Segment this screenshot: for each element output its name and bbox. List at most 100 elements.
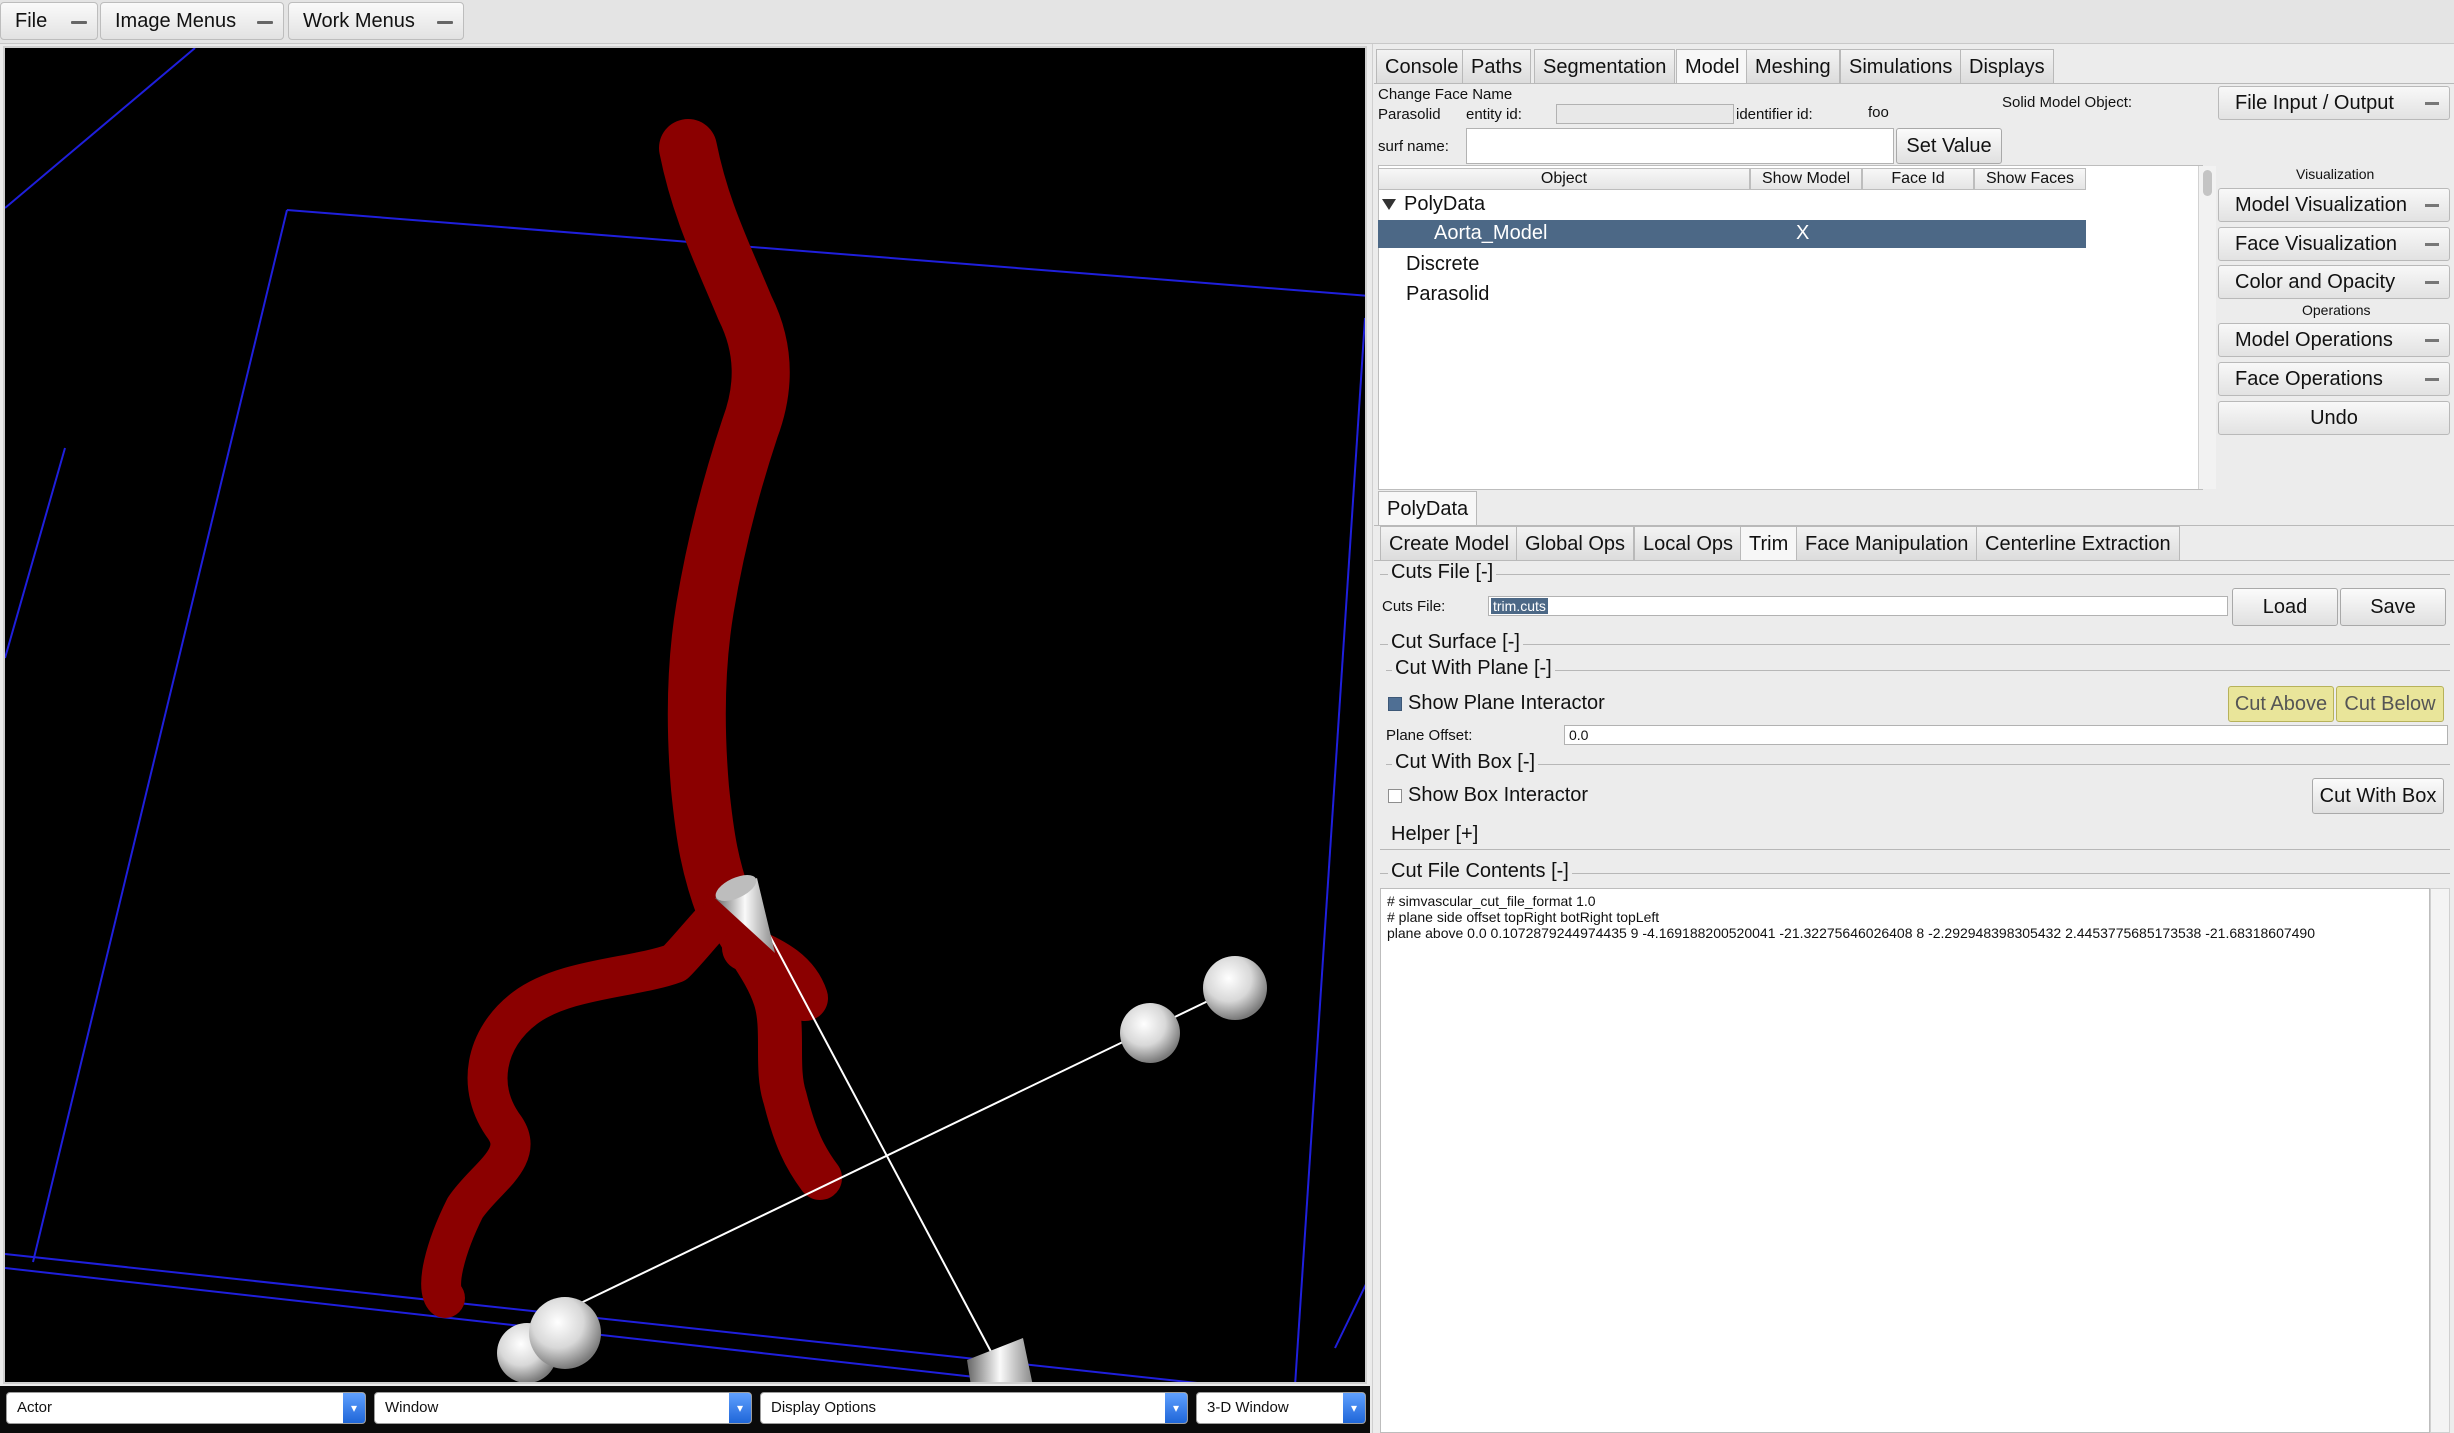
tab-model[interactable]: Model — [1676, 49, 1749, 83]
tabs-divider — [1374, 83, 2454, 84]
section-divider — [1386, 670, 2450, 671]
face-operations-button[interactable]: Face Operations — [2218, 362, 2450, 396]
tree-row-aorta-model[interactable]: Aorta_Model X — [1378, 220, 2086, 248]
model-operations-label: Model Operations — [2235, 329, 2393, 351]
face-visualization-button[interactable]: Face Visualization — [2218, 227, 2450, 261]
face-visualization-label: Face Visualization — [2235, 233, 2397, 255]
undo-button[interactable]: Undo — [2218, 401, 2450, 435]
tab-face-manipulation[interactable]: Face Manipulation — [1796, 526, 1978, 560]
cut-with-plane-section-header[interactable]: Cut With Plane [-] — [1392, 657, 1555, 680]
set-value-button[interactable]: Set Value — [1896, 128, 2002, 164]
cuts-file-section-header[interactable]: Cuts File [-] — [1388, 561, 1497, 584]
model-visualization-button[interactable]: Model Visualization — [2218, 188, 2450, 222]
show-plane-interactor-label: Show Plane Interactor — [1408, 692, 1605, 714]
contents-line: # simvascular_cut_file_format 1.0 — [1387, 893, 1596, 909]
tab-simulations[interactable]: Simulations — [1840, 49, 1962, 83]
section-divider — [1380, 644, 2450, 645]
tab-polydata[interactable]: PolyData — [1378, 491, 1478, 525]
tab-trim[interactable]: Trim — [1740, 526, 1798, 560]
image-menus-label: Image Menus — [115, 10, 237, 32]
cut-file-contents-textarea[interactable]: # simvascular_cut_file_format 1.0 # plan… — [1380, 888, 2430, 1433]
tab-centerline-extraction[interactable]: Centerline Extraction — [1976, 526, 2180, 560]
cone-handle[interactable] — [967, 1338, 1033, 1384]
tab-segmentation[interactable]: Segmentation — [1534, 49, 1676, 83]
parasolid-label: Parasolid — [1378, 106, 1441, 123]
triangle-down-icon[interactable] — [1382, 199, 1396, 211]
cut-surface-section-header[interactable]: Cut Surface [-] — [1388, 631, 1523, 654]
cut-above-button[interactable]: Cut Above — [2228, 686, 2334, 722]
contents-scrollbar[interactable] — [2430, 888, 2450, 1433]
column-header-show-model[interactable]: Show Model — [1750, 168, 1862, 190]
3d-scene — [5, 48, 1365, 1384]
actor-select[interactable]: Actor ▾ — [6, 1392, 366, 1424]
tree-row-discrete[interactable]: Discrete — [1406, 253, 1480, 275]
column-header-face-id[interactable]: Face Id — [1862, 168, 1974, 190]
sphere-handle[interactable] — [529, 1297, 601, 1369]
tab-local-ops[interactable]: Local Ops — [1634, 526, 1743, 560]
column-header-show-faces[interactable]: Show Faces — [1974, 168, 2086, 190]
chevron-down-icon: ▾ — [1165, 1393, 1187, 1423]
tree-scrollbar[interactable] — [2198, 166, 2216, 489]
plane-offset-input[interactable]: 0.0 — [1564, 725, 2448, 745]
work-menus-label: Work Menus — [303, 10, 415, 32]
cut-with-box-button[interactable]: Cut With Box — [2312, 778, 2444, 814]
file-menu-label: File — [15, 10, 48, 32]
display-options-select-value: Display Options — [771, 1399, 877, 1416]
display-options-select[interactable]: Display Options ▾ — [760, 1392, 1188, 1424]
tree-row-polydata[interactable]: PolyData — [1382, 193, 1485, 216]
menu-dash-icon — [257, 21, 273, 24]
cuts-file-input[interactable]: trim.cuts — [1488, 596, 2228, 616]
load-button[interactable]: Load — [2232, 588, 2338, 626]
sphere-handle[interactable] — [1203, 956, 1267, 1020]
tab-meshing[interactable]: Meshing — [1746, 49, 1840, 83]
chevron-down-icon: ▾ — [343, 1393, 365, 1423]
cone-handle[interactable] — [712, 870, 775, 953]
3d-viewport[interactable] — [3, 46, 1367, 1384]
image-menus-button[interactable]: Image Menus — [100, 2, 284, 40]
identifier-id-value: foo — [1868, 104, 1889, 121]
operations-header: Operations — [2302, 302, 2371, 318]
menu-bar: File Image Menus Work Menus — [0, 0, 2454, 44]
cut-file-contents-section-header[interactable]: Cut File Contents [-] — [1388, 860, 1572, 883]
plane-offset-label: Plane Offset: — [1386, 727, 1473, 744]
visualization-header: Visualization — [2296, 166, 2375, 182]
section-divider — [1380, 574, 2450, 575]
surf-name-input[interactable] — [1466, 128, 1894, 164]
menu-dash-icon — [2425, 281, 2439, 284]
file-menu-button[interactable]: File — [0, 2, 98, 40]
cuts-file-label: Cuts File: — [1382, 598, 1446, 615]
tree-scrollbar-thumb[interactable] — [2203, 170, 2212, 196]
color-opacity-button[interactable]: Color and Opacity — [2218, 265, 2450, 299]
contents-line: # plane side offset topRight botRight to… — [1387, 909, 1660, 925]
view-select-value: 3-D Window — [1207, 1399, 1289, 1416]
window-select[interactable]: Window ▾ — [374, 1392, 752, 1424]
model-tree — [1378, 165, 2203, 490]
sphere-handle[interactable] — [1120, 1003, 1180, 1063]
show-model-marker: X — [1796, 222, 1810, 244]
menu-dash-icon — [2425, 339, 2439, 342]
tab-paths[interactable]: Paths — [1462, 49, 1532, 83]
work-menus-button[interactable]: Work Menus — [288, 2, 464, 40]
tab-displays[interactable]: Displays — [1960, 49, 2054, 83]
file-input-output-button[interactable]: File Input / Output — [2218, 86, 2450, 120]
tab-console[interactable]: Console — [1376, 49, 1468, 83]
save-button[interactable]: Save — [2340, 588, 2446, 626]
tab-global-ops[interactable]: Global Ops — [1516, 526, 1635, 560]
view-select[interactable]: 3-D Window ▾ — [1196, 1392, 1366, 1424]
cut-below-button[interactable]: Cut Below — [2336, 686, 2444, 722]
entity-id-field[interactable] — [1556, 104, 1734, 124]
model-operations-button[interactable]: Model Operations — [2218, 323, 2450, 357]
helper-section-header[interactable]: Helper [+] — [1388, 823, 1482, 846]
tab-create-model[interactable]: Create Model — [1380, 526, 1519, 560]
entity-id-label: entity id: — [1466, 106, 1522, 123]
cut-with-box-section-header[interactable]: Cut With Box [-] — [1392, 751, 1539, 774]
show-box-interactor-checkbox[interactable] — [1388, 789, 1402, 803]
subtabs-divider — [1374, 560, 2454, 561]
tree-row-parasolid[interactable]: Parasolid — [1406, 283, 1490, 305]
show-plane-interactor-checkbox[interactable] — [1388, 697, 1402, 711]
section-divider — [1380, 873, 2450, 874]
plane-offset-value: 0.0 — [1569, 727, 1589, 743]
column-header-object[interactable]: Object — [1378, 168, 1750, 190]
show-box-interactor-label: Show Box Interactor — [1408, 784, 1589, 806]
tree-label-polydata: PolyData — [1404, 193, 1486, 215]
